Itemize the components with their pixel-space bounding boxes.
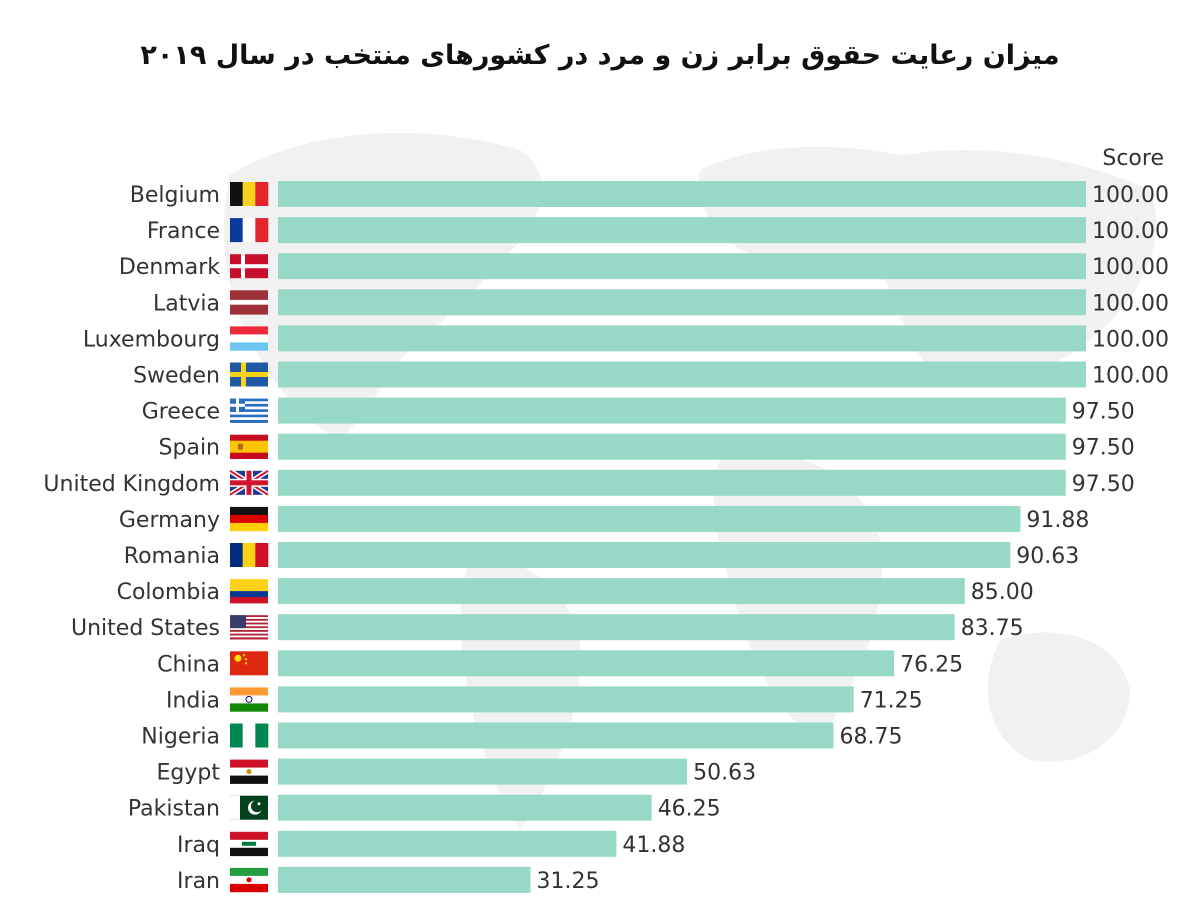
bar-pakistan [278, 794, 652, 821]
value-label-iran: 31.25 [537, 869, 600, 894]
country-label-france: France [147, 219, 220, 244]
bar-india [278, 686, 854, 713]
value-label-united-kingdom: 97.50 [1072, 472, 1135, 497]
value-label-pakistan: 46.25 [658, 797, 721, 822]
value-label-iraq: 41.88 [622, 833, 685, 858]
country-label-united-kingdom: United Kingdom [43, 472, 220, 497]
flag-icon-iran [230, 867, 268, 893]
flag-icon-india [230, 687, 268, 712]
flag-icon-united-kingdom [228, 468, 270, 497]
score-header: Score [1102, 146, 1164, 171]
value-label-belgium: 100.00 [1092, 183, 1169, 208]
bar-iran [278, 866, 531, 893]
bar-denmark [278, 253, 1086, 280]
value-label-germany: 91.88 [1026, 508, 1089, 533]
bar-greece [278, 397, 1066, 424]
flag-icon-spain [230, 434, 268, 459]
bar-luxembourg [278, 325, 1086, 352]
value-label-romania: 90.63 [1016, 544, 1079, 569]
bar-egypt [278, 758, 688, 785]
value-label-colombia: 85.00 [971, 580, 1034, 605]
value-label-nigeria: 68.75 [840, 725, 903, 750]
country-label-nigeria: Nigeria [141, 725, 220, 750]
flag-icon-nigeria [230, 723, 269, 748]
country-label-iraq: Iraq [177, 833, 220, 858]
bar-belgium [278, 181, 1086, 207]
country-label-china: China [157, 652, 220, 677]
flag-icon-latvia [230, 290, 268, 315]
flag-icon-romania [230, 543, 269, 567]
country-label-greece: Greece [142, 400, 220, 425]
country-label-sweden: Sweden [133, 364, 220, 389]
flag-icon-belgium [230, 182, 269, 206]
flag-icon-egypt [230, 759, 268, 784]
value-label-france: 100.00 [1092, 219, 1169, 244]
flag-icon-pakistan [230, 795, 268, 820]
country-label-iran: Iran [177, 869, 220, 894]
flag-icon-germany [230, 506, 268, 532]
bar-germany [278, 505, 1021, 532]
country-label-united-states: United States [71, 616, 220, 641]
country-label-pakistan: Pakistan [128, 797, 220, 822]
bar-united-kingdom [278, 469, 1066, 496]
bar-china [278, 650, 895, 677]
bar-france [278, 217, 1086, 244]
country-label-luxembourg: Luxembourg [83, 327, 220, 352]
bar-sweden [278, 361, 1086, 388]
bar-united-states [278, 614, 955, 641]
country-label-denmark: Denmark [119, 255, 220, 280]
country-label-india: India [166, 688, 220, 713]
value-label-spain: 97.50 [1072, 436, 1135, 461]
bar-romania [278, 542, 1011, 568]
flag-icon-colombia [230, 579, 268, 604]
country-label-romania: Romania [124, 544, 220, 569]
australia-shape [987, 632, 1130, 762]
value-label-egypt: 50.63 [693, 761, 756, 786]
value-label-united-states: 83.75 [961, 616, 1024, 641]
flag-icon-china [230, 651, 268, 676]
flag-icon-denmark [230, 254, 268, 279]
bar-latvia [278, 289, 1086, 316]
flag-icon-united-states [230, 615, 268, 640]
bar-spain [278, 433, 1066, 460]
value-label-india: 71.25 [860, 688, 923, 713]
bar-iraq [278, 830, 617, 857]
value-label-denmark: 100.00 [1092, 255, 1169, 280]
country-label-spain: Spain [159, 436, 220, 461]
flag-icon-luxembourg [230, 326, 268, 351]
country-label-colombia: Colombia [117, 580, 220, 605]
value-label-sweden: 100.00 [1092, 364, 1169, 389]
chart-title: میزان رعایت حقوق برابر زن و مرد در کشوره… [140, 40, 1060, 71]
country-label-germany: Germany [119, 508, 220, 533]
country-label-latvia: Latvia [153, 291, 220, 316]
value-label-luxembourg: 100.00 [1092, 327, 1169, 352]
flag-icon-france [230, 218, 269, 243]
flag-icon-greece [230, 398, 268, 423]
value-label-greece: 97.50 [1072, 400, 1135, 425]
country-label-egypt: Egypt [157, 761, 221, 786]
value-label-latvia: 100.00 [1092, 291, 1169, 316]
value-label-china: 76.25 [900, 652, 963, 677]
flag-icon-sweden [230, 362, 268, 387]
flag-icon-iraq [230, 831, 268, 857]
country-label-belgium: Belgium [130, 183, 220, 208]
bar-colombia [278, 578, 965, 605]
bar-nigeria [278, 722, 834, 749]
